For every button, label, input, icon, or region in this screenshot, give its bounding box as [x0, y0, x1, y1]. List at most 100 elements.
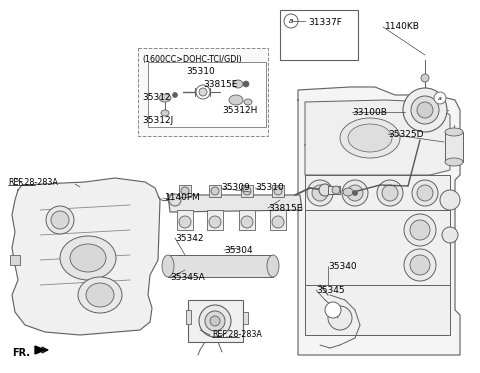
Circle shape [404, 249, 436, 281]
Circle shape [440, 190, 460, 210]
Text: REF.28-283A: REF.28-283A [212, 330, 262, 339]
Circle shape [205, 311, 225, 331]
Bar [305, 285, 450, 335]
Text: 35342: 35342 [175, 234, 204, 243]
Bar [241, 185, 253, 197]
Circle shape [319, 184, 331, 196]
Ellipse shape [159, 94, 171, 102]
Circle shape [243, 187, 251, 195]
Bar [207, 210, 223, 230]
Bar [305, 210, 450, 285]
Bar [328, 186, 340, 194]
Circle shape [243, 81, 249, 87]
Ellipse shape [445, 158, 463, 166]
Circle shape [307, 25, 317, 35]
Circle shape [210, 316, 220, 326]
Text: 35345: 35345 [316, 286, 345, 295]
Ellipse shape [445, 128, 463, 136]
Ellipse shape [267, 255, 279, 277]
Circle shape [211, 187, 219, 195]
Bar [270, 210, 286, 230]
Ellipse shape [162, 255, 174, 277]
Text: 35325D: 35325D [388, 130, 423, 139]
Circle shape [209, 216, 221, 228]
Circle shape [312, 185, 328, 201]
Text: REF.28-283A: REF.28-283A [8, 178, 58, 187]
Polygon shape [298, 87, 460, 355]
Text: 31337F: 31337F [308, 18, 342, 27]
Bar [10, 255, 20, 265]
Text: 35309: 35309 [221, 183, 250, 192]
Circle shape [169, 194, 181, 206]
Text: 33815E: 33815E [203, 80, 238, 89]
Circle shape [421, 74, 429, 82]
Circle shape [417, 185, 433, 201]
Bar [445, 132, 463, 162]
Ellipse shape [343, 188, 353, 196]
Circle shape [196, 85, 210, 99]
Text: a: a [438, 95, 442, 100]
Text: 35310: 35310 [255, 183, 284, 192]
Circle shape [377, 180, 403, 206]
Circle shape [199, 88, 207, 96]
Circle shape [410, 220, 430, 240]
Bar [168, 255, 273, 277]
Circle shape [442, 227, 458, 243]
Ellipse shape [78, 277, 122, 313]
Text: 35312: 35312 [142, 93, 170, 102]
Circle shape [325, 302, 341, 318]
Circle shape [403, 88, 447, 132]
Bar [239, 210, 255, 230]
Circle shape [51, 211, 69, 229]
Circle shape [46, 206, 74, 234]
Circle shape [172, 93, 178, 97]
Text: 35312H: 35312H [222, 106, 257, 115]
Bar [243, 312, 248, 324]
Text: 35345A: 35345A [170, 273, 205, 282]
Circle shape [181, 187, 189, 195]
Circle shape [417, 102, 433, 118]
Circle shape [332, 186, 340, 194]
Ellipse shape [60, 236, 116, 280]
Circle shape [199, 305, 231, 337]
Circle shape [347, 185, 363, 201]
Bar [179, 185, 191, 197]
Circle shape [412, 180, 438, 206]
Bar [305, 175, 450, 210]
Bar [138, 48, 268, 136]
Ellipse shape [70, 244, 106, 272]
Text: 33100B: 33100B [352, 108, 387, 117]
Polygon shape [168, 195, 302, 212]
Circle shape [352, 191, 358, 195]
Circle shape [404, 214, 436, 246]
Bar [280, 10, 358, 60]
Ellipse shape [244, 99, 252, 105]
Circle shape [274, 187, 282, 195]
Ellipse shape [86, 283, 114, 307]
Text: 35304: 35304 [224, 246, 252, 255]
Circle shape [328, 306, 352, 330]
Bar [272, 185, 284, 197]
Circle shape [241, 216, 253, 228]
Circle shape [411, 96, 439, 124]
Polygon shape [12, 178, 160, 335]
Bar [177, 210, 193, 230]
Text: a: a [289, 18, 293, 24]
Text: FR.: FR. [12, 348, 30, 358]
Circle shape [309, 27, 315, 33]
Bar [148, 62, 266, 127]
Text: 33815E: 33815E [268, 204, 302, 213]
Polygon shape [305, 100, 450, 175]
Circle shape [284, 14, 298, 28]
Text: 35340: 35340 [328, 262, 357, 271]
Circle shape [342, 180, 368, 206]
Text: 35310: 35310 [186, 67, 215, 76]
Ellipse shape [161, 110, 169, 116]
Text: 35312J: 35312J [142, 116, 173, 125]
Text: 1140KB: 1140KB [385, 22, 420, 31]
Polygon shape [35, 346, 45, 354]
Ellipse shape [340, 118, 400, 158]
Circle shape [434, 92, 446, 104]
Bar [188, 300, 243, 342]
Bar [209, 185, 221, 197]
